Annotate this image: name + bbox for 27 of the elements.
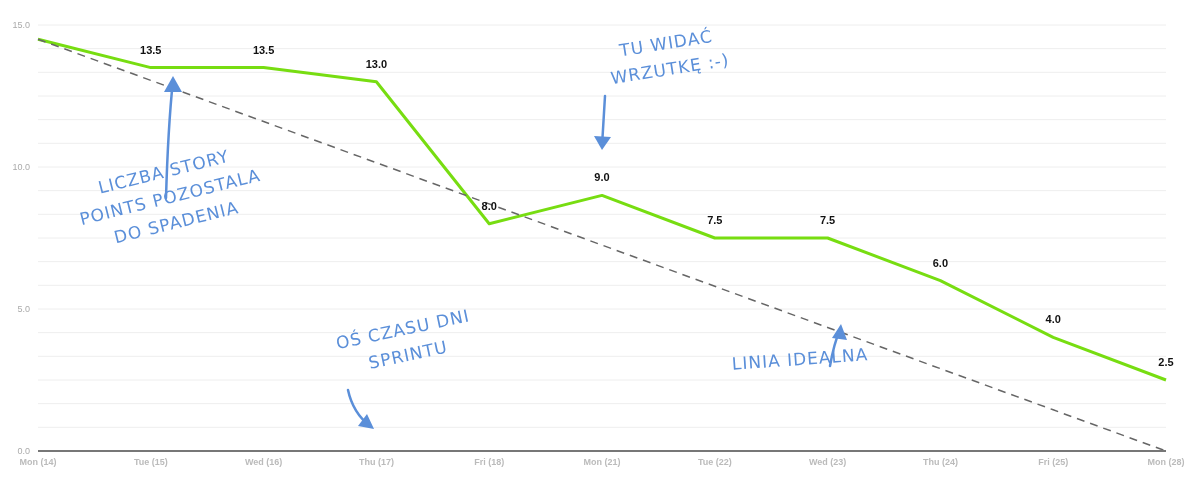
x-tick-label: Mon (14) (19, 457, 57, 468)
x-tick-label: Wed (16) (244, 457, 283, 468)
x-tick-label: Mon (21) (583, 457, 621, 468)
annotation: LINIA IDEALNA (730, 343, 870, 376)
data-label: 7.5 (707, 214, 723, 226)
x-tick-label: Mon (28) (1147, 457, 1185, 468)
data-label: 4.0 (1045, 313, 1061, 326)
x-tick-label: Wed (23) (808, 457, 847, 468)
annotation: TU WIDAĆ WRZUTKĘ :-) (608, 24, 732, 91)
data-label: 13.5 (140, 43, 162, 56)
y-tick-label: 5.0 (17, 304, 30, 315)
data-label: 6.0 (932, 256, 949, 269)
x-tick-label: Tue (15) (133, 457, 168, 468)
data-label: 13.0 (365, 57, 388, 70)
data-label: 13.5 (252, 43, 275, 56)
y-tick-label: 0.0 (17, 446, 30, 457)
data-label: 2.5 (1158, 356, 1174, 368)
x-tick-label: Fri (25) (1038, 457, 1069, 468)
data-label: 9.0 (594, 171, 610, 184)
y-tick-label: 15.0 (12, 20, 30, 31)
x-tick-label: Tue (22) (697, 457, 732, 468)
y-tick-label: 10.0 (12, 162, 30, 173)
x-tick-label: Fri (18) (474, 457, 505, 468)
data-label: 8.0 (481, 199, 497, 212)
x-tick-label: Thu (17) (358, 457, 394, 468)
x-tick-label: Thu (24) (922, 457, 958, 468)
data-label: 7.5 (819, 214, 836, 226)
